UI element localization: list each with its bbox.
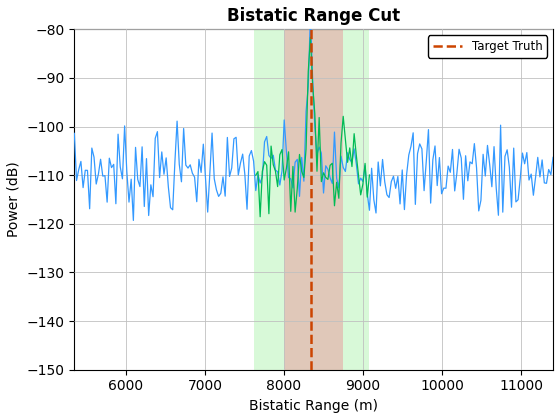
Legend: Target Truth: Target Truth [428, 35, 547, 58]
X-axis label: Bistatic Range (m): Bistatic Range (m) [249, 399, 378, 413]
Y-axis label: Power (dB): Power (dB) [7, 162, 21, 237]
Bar [284, 29, 343, 370]
Title: Bistatic Range Cut: Bistatic Range Cut [227, 7, 400, 25]
Bar [254, 29, 370, 370]
